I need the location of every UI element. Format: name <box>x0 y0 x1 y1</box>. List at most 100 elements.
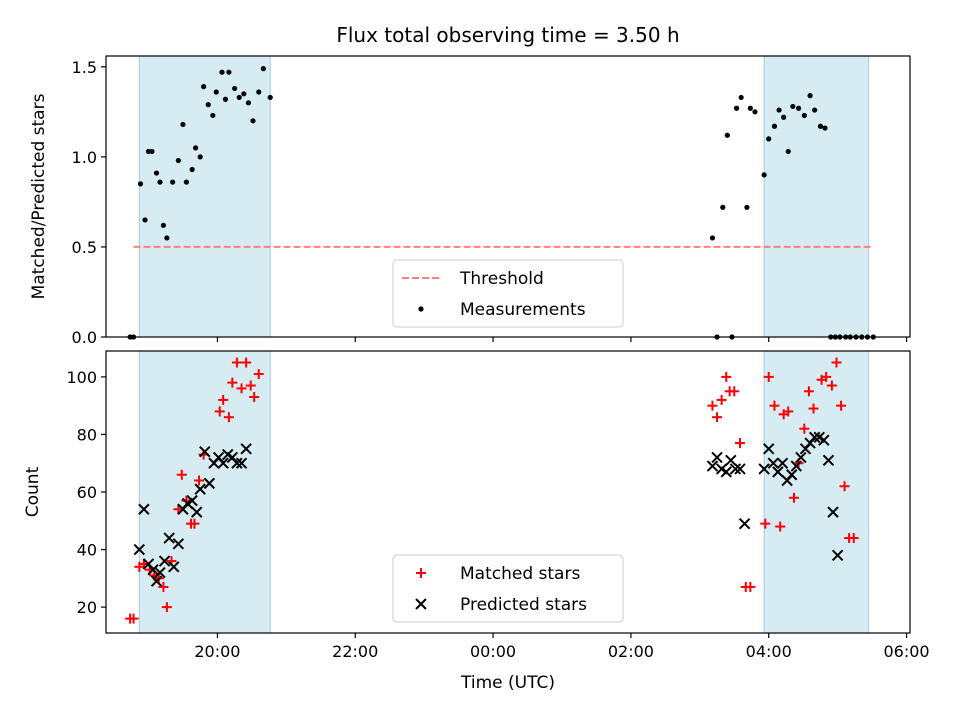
y-tick-label: 1.5 <box>72 58 97 77</box>
measurement-point <box>807 93 813 99</box>
measurement-point <box>781 114 787 120</box>
measurement-point <box>160 222 167 228</box>
y-tick-label: 80 <box>77 425 97 444</box>
measurement-point <box>189 166 195 173</box>
legend-box <box>392 554 624 623</box>
measurement-point <box>219 69 225 75</box>
measurement-point <box>245 100 252 106</box>
predicted-star-point <box>734 463 746 475</box>
predicted-star-point <box>738 517 751 530</box>
predicted-star-point <box>725 454 737 467</box>
legend-predicted-swatch <box>415 598 427 610</box>
measurement-point <box>785 148 791 155</box>
matched-star-point <box>760 518 771 529</box>
measurement-point <box>709 235 716 241</box>
predicted-star-point <box>240 443 252 455</box>
bottom-legend: Matched stars Predicted stars <box>392 554 624 623</box>
predicted-star-point <box>767 457 780 469</box>
measurement-point <box>226 69 232 75</box>
measurement-point <box>744 204 750 210</box>
measurement-point <box>183 179 189 185</box>
measurement-point <box>747 105 753 111</box>
measurement-point <box>175 157 181 164</box>
observing-window <box>763 55 870 338</box>
matched-star-point <box>189 518 200 529</box>
matched-star-point <box>821 371 832 382</box>
measurement-point <box>250 118 256 124</box>
chart-title: Flux total observing time = 3.50 h <box>336 23 679 47</box>
measurement-point <box>738 94 744 101</box>
measurement-point <box>256 89 262 95</box>
predicted-star-point <box>194 483 206 495</box>
predicted-star-point <box>186 494 198 507</box>
measurement-point <box>752 109 758 115</box>
observing-window <box>763 350 870 634</box>
matched-star-point <box>848 533 859 544</box>
predicted-star-point <box>808 431 821 444</box>
matched-star-point <box>808 403 819 414</box>
axes-frame <box>105 55 911 338</box>
y-tick-label: 20 <box>77 598 97 617</box>
predicted-star-point <box>785 469 798 481</box>
matched-star-point <box>253 369 264 380</box>
legend-label: Measurements <box>460 300 586 320</box>
measurement-point <box>180 121 186 128</box>
predicted-star-point <box>154 566 166 579</box>
measurement-point <box>164 235 170 241</box>
matched-star-point <box>775 521 786 532</box>
measurement-point <box>790 103 796 110</box>
y-tick-label: 100 <box>66 368 97 387</box>
y-tick-label: 1.0 <box>72 148 97 167</box>
measurement-point <box>137 181 144 187</box>
measurement-point <box>153 170 160 176</box>
predicted-star-point <box>763 443 775 455</box>
matched-star-point <box>176 469 187 480</box>
predicted-star-point <box>790 460 802 472</box>
predicted-star-point <box>138 503 150 515</box>
predicted-star-point <box>776 457 789 469</box>
predicted-star-point <box>133 543 146 556</box>
matched-star-point <box>836 400 847 411</box>
matched-star-point <box>158 581 169 592</box>
y-tick-label: 0.0 <box>72 328 97 347</box>
matched-star-point <box>128 613 139 624</box>
measurement-point <box>142 217 148 223</box>
matched-star-point <box>745 581 756 592</box>
measurement-point <box>170 179 176 185</box>
legend-label: Matched stars <box>460 564 580 584</box>
bottom-panel: 20 40 60 80 100 Count 20:00 22:00 00:00 02:00 04:0… <box>23 350 930 693</box>
matched-star-point <box>712 412 723 423</box>
predicted-star-point <box>168 561 180 573</box>
matched-star-point <box>839 481 850 492</box>
predicted-star-point <box>231 457 243 469</box>
measurement-point <box>149 148 155 155</box>
matched-star-point <box>214 406 225 417</box>
predicted-star-point <box>827 506 839 518</box>
measurement-point <box>197 154 203 160</box>
predicted-star-point <box>163 532 175 544</box>
matched-star-point <box>831 357 842 368</box>
measurement-point <box>241 91 247 97</box>
matched-star-point <box>803 386 814 397</box>
measurement-point <box>766 136 772 142</box>
predicted-star-point <box>158 555 171 567</box>
predicted-star-point <box>720 466 732 478</box>
matched-star-point <box>721 371 732 382</box>
predicted-star-point <box>795 451 807 464</box>
top-panel: 0.0 0.5 1.0 1.5 Matched/Predicted stars Thres… <box>29 55 911 347</box>
predicted-star-point <box>706 460 719 472</box>
measurement-point <box>761 172 767 178</box>
matched-star-point <box>227 377 238 388</box>
measurement-point <box>236 94 242 101</box>
observing-window <box>138 55 271 338</box>
matched-star-point <box>769 400 780 411</box>
matched-star-point <box>194 475 205 486</box>
predicted-star-point <box>203 477 216 490</box>
measurement-point <box>733 105 740 111</box>
x-tick-label: 02:00 <box>608 642 654 661</box>
x-tick-label: 06:00 <box>883 642 929 661</box>
y-tick-label: 60 <box>77 483 97 502</box>
x-axis-label: Time (UTC) <box>460 673 555 693</box>
y-tick-label: 40 <box>77 541 97 560</box>
